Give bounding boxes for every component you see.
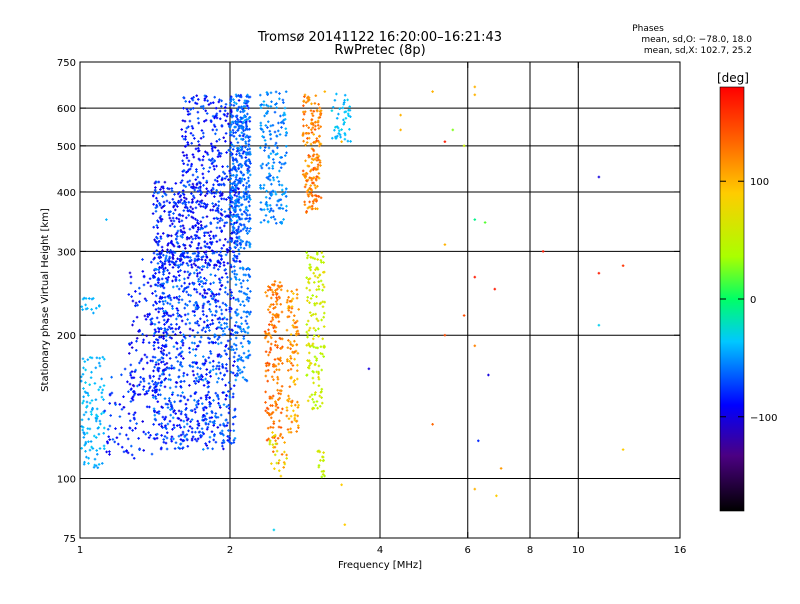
info-ordinary-phase: mean, sd,O: −78.0, 18.0	[641, 35, 752, 45]
info-extraordinary-phase: mean, sd,X: 102.7, 25.2	[644, 46, 752, 56]
chart-subtitle: RwPretec (8p)	[334, 43, 425, 58]
info-heading: Phases	[632, 24, 664, 34]
